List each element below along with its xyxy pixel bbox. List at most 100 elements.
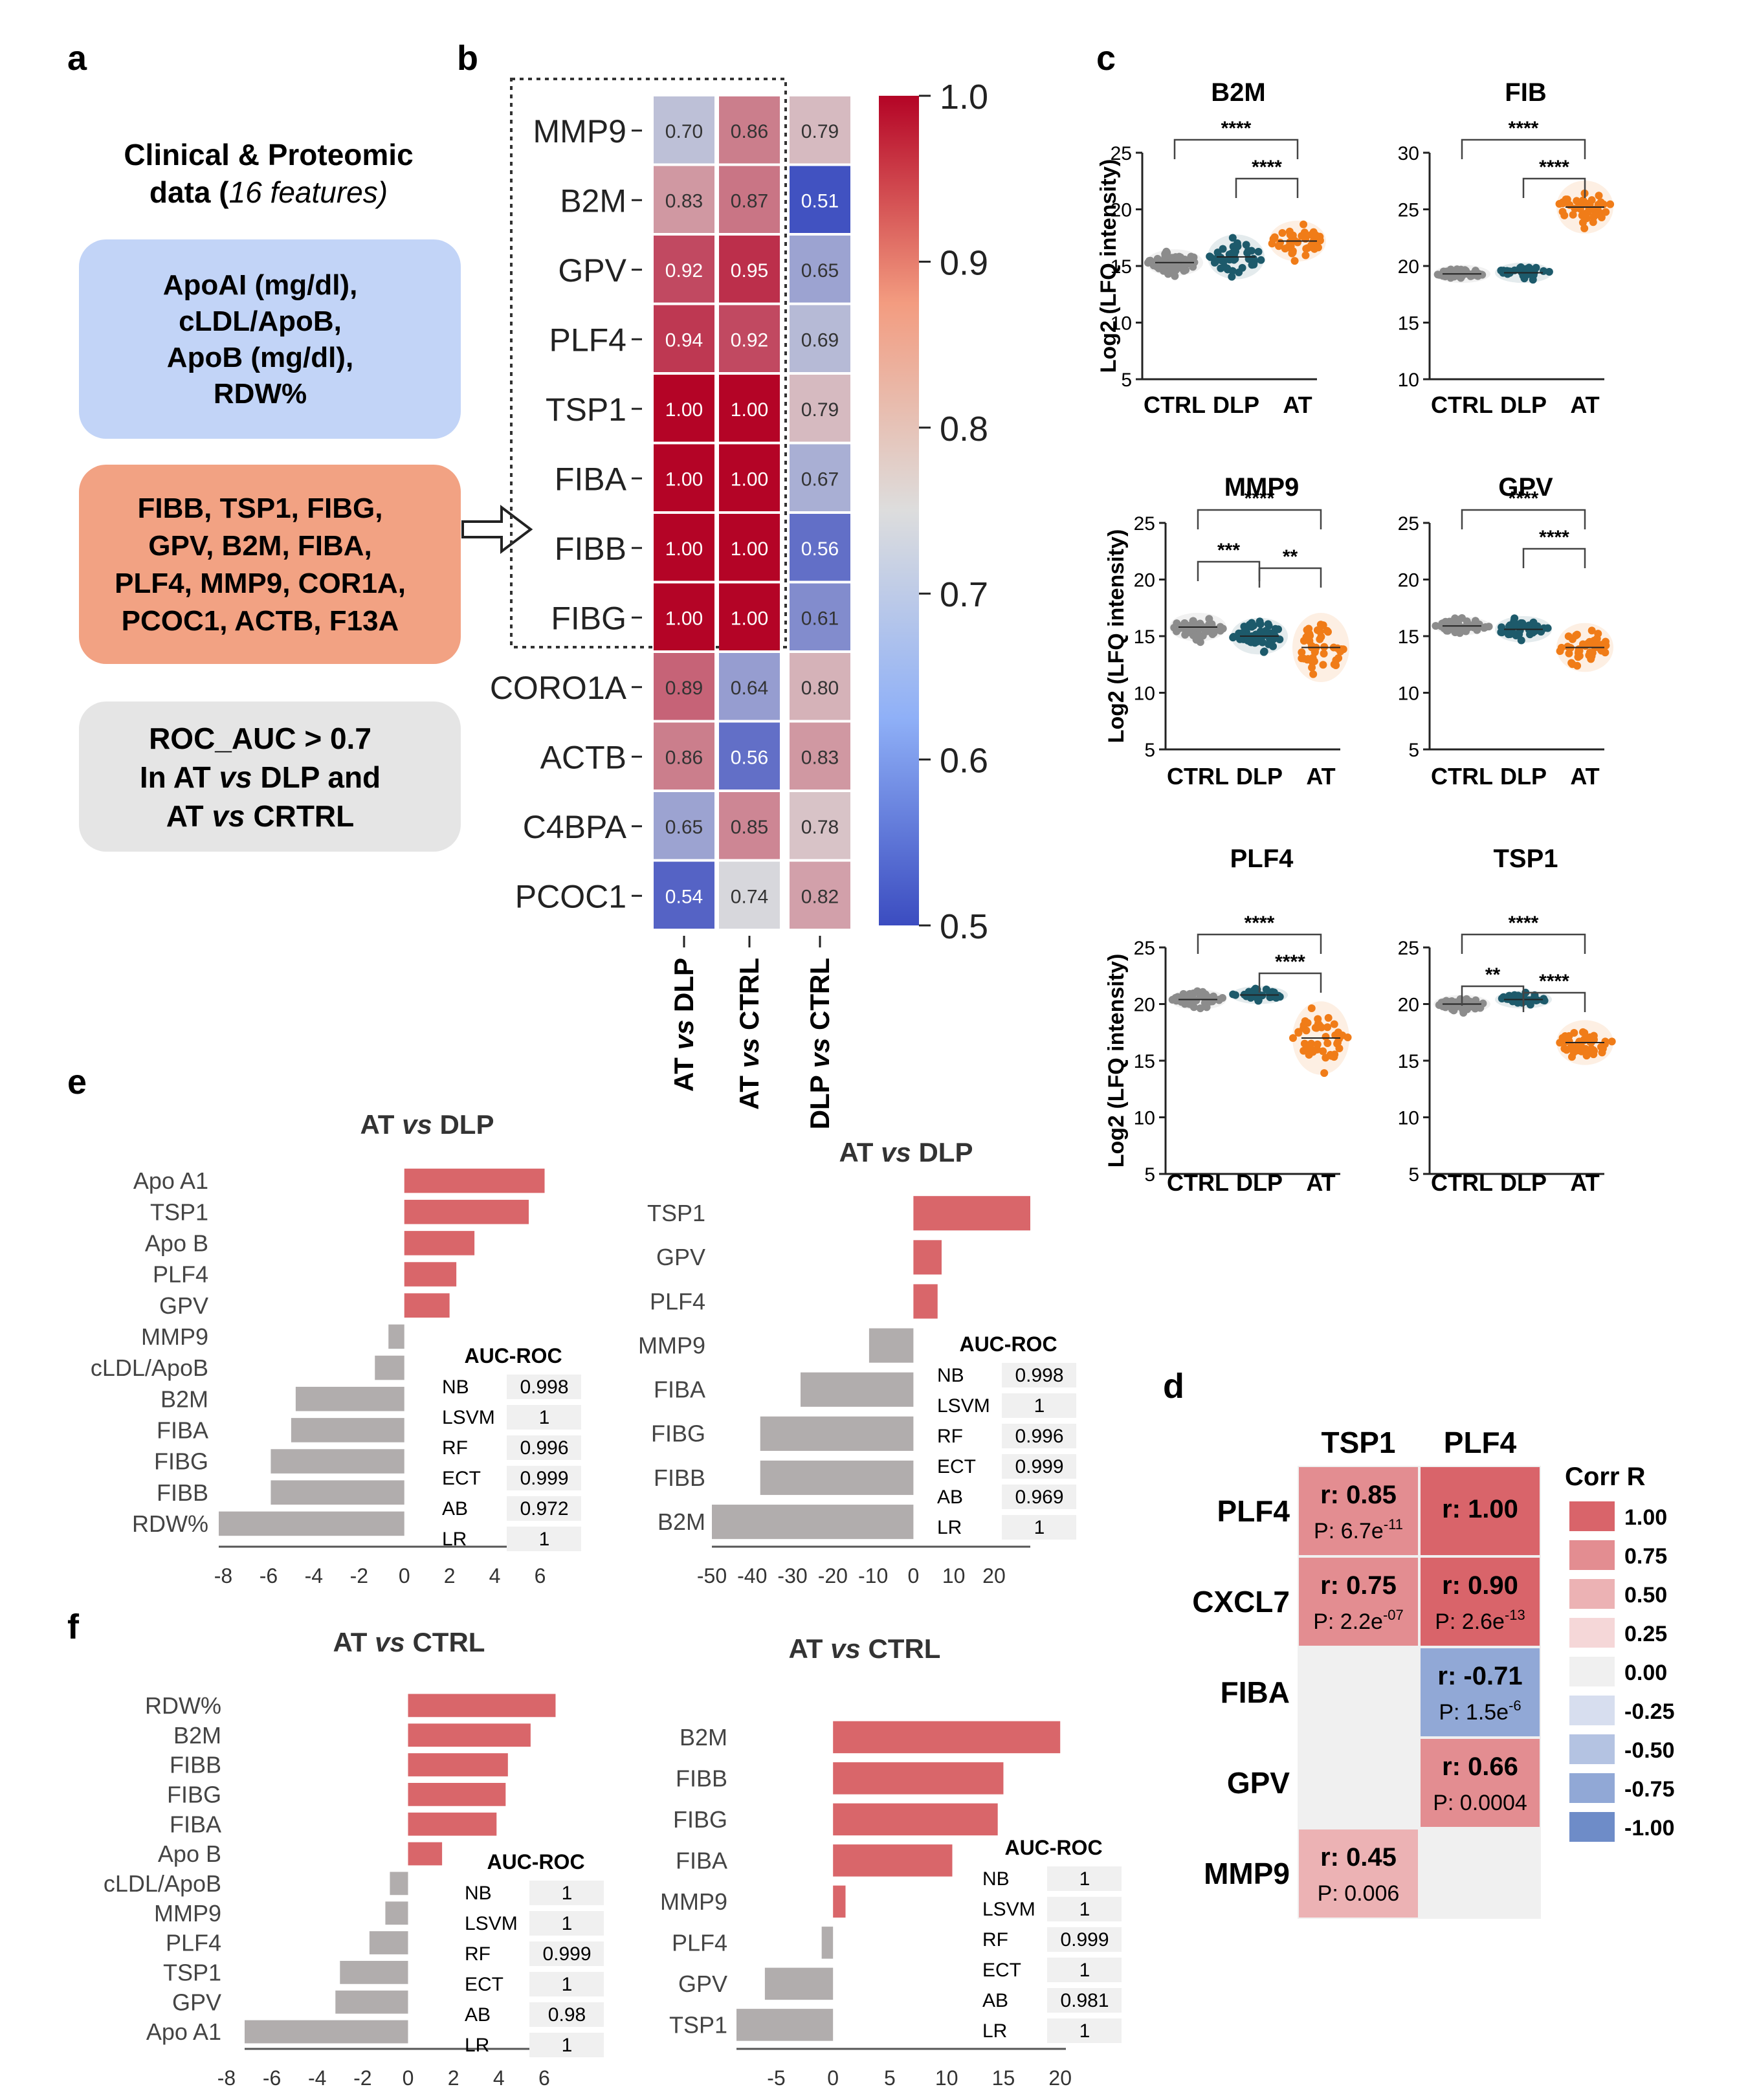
data-point (1308, 663, 1316, 672)
heatmap-cell (654, 514, 714, 581)
data-point (1332, 656, 1340, 665)
x-group-label: CTRL (1167, 1169, 1229, 1196)
bar (219, 1511, 404, 1536)
heatmap-cell (790, 166, 850, 233)
heatmap-cell (654, 96, 714, 164)
data-point (1242, 241, 1250, 249)
auc-model-value: 0.981 (1060, 1990, 1109, 2011)
y-tick-label: 15 (1398, 313, 1419, 335)
data-point (1319, 661, 1327, 669)
text-segment: vs (212, 799, 245, 833)
data-point (1290, 257, 1299, 265)
data-point (1520, 274, 1529, 283)
significance-label: **** (1509, 912, 1539, 934)
y-tick-label: 25 (1134, 938, 1155, 959)
legend-label: 0.50 (1624, 1583, 1667, 1608)
data-point (1316, 621, 1325, 629)
features-orange-line: PCOC1, ACTB, F13A (122, 605, 399, 637)
significance-label: **** (1221, 118, 1252, 139)
data-point (1306, 632, 1314, 640)
data-point (1337, 645, 1345, 654)
significance-bracket (1461, 933, 1586, 954)
x-group-label: DLP (1500, 763, 1547, 790)
heatmap-cell (790, 514, 850, 581)
bar (801, 1372, 914, 1407)
panel-d-correlation: TSP1 PLF4 PLF4 r: 0.85 P: 6.7e-11 r: 1.00 CXCL… (1192, 1426, 1675, 1919)
bar-category-label: TSP1 (647, 1200, 705, 1226)
data-point (1314, 243, 1322, 252)
x-group-label: DLP (1236, 763, 1283, 790)
data-point (1309, 228, 1318, 236)
auc-model-value: 0.969 (1015, 1487, 1063, 1508)
auc-model-label: RF (442, 1437, 468, 1459)
data-point (1588, 1048, 1597, 1057)
auc-model-label: LSVM (442, 1407, 495, 1428)
data-point (1593, 634, 1601, 643)
y-tick-label: 20 (1398, 256, 1419, 278)
bar (408, 1783, 506, 1806)
heatmap-cell (654, 861, 714, 929)
bar-category-label: RDW% (132, 1510, 208, 1537)
data-point (1575, 645, 1583, 654)
correlation-row-label: MMP9 (1204, 1857, 1290, 1890)
heatmap-value: 1.00 (665, 469, 703, 490)
auc-model-label: LSVM (465, 1913, 518, 1934)
data-point (1517, 263, 1525, 271)
auc-model-label: NB (442, 1376, 469, 1398)
panel-label-d: d (1163, 1367, 1184, 1406)
heatmap-value: 0.87 (731, 190, 768, 212)
heatmap-value: 0.67 (801, 469, 839, 490)
heatmap-cell (719, 653, 780, 720)
auc-value-bg (1002, 1515, 1076, 1540)
bar (404, 1199, 529, 1224)
x-tick-label: -20 (818, 1564, 848, 1587)
arrow-icon (461, 504, 533, 555)
significance-label: **** (1245, 488, 1275, 509)
data-point (1506, 624, 1514, 633)
bar (404, 1168, 545, 1193)
data-point (1274, 625, 1283, 634)
panel-b-heatmap: 0.70 0.86 0.79 0.83 0.87 0.51 0.92 0.95 0.65 0.94… (490, 78, 988, 1129)
auc-model-label: ECT (442, 1468, 481, 1489)
correlation-p-value: P: 6.7e-11 (1314, 1516, 1403, 1543)
x-tick-label: -5 (767, 2066, 785, 2090)
auc-model-label: LSVM (982, 1899, 1035, 1920)
correlation-cell (1299, 1558, 1418, 1646)
bar-category-label: FIBG (673, 1806, 727, 1833)
data-point (1589, 218, 1597, 227)
data-point (1440, 268, 1448, 276)
panel-a-title-line1: Clinical & Proteomic (124, 138, 413, 171)
x-group-label: CTRL (1167, 763, 1229, 790)
text-segment: AT (839, 1137, 881, 1167)
bar-category-label: Apo B (158, 1840, 221, 1867)
p-exponent: -11 (1384, 1516, 1403, 1532)
data-point (1320, 650, 1328, 658)
auc-model-label: NB (465, 1883, 492, 1904)
bar-category-label: FIBB (170, 1752, 221, 1778)
correlation-cell (1299, 1467, 1418, 1555)
data-point (1173, 627, 1181, 636)
correlation-r-value: r: 0.75 (1320, 1571, 1397, 1600)
data-point (1316, 635, 1324, 643)
auc-value-bg (529, 2033, 604, 2057)
text-segment: vs (669, 1020, 699, 1050)
x-tick-label: 15 (992, 2066, 1015, 2090)
panel-label-a: a (67, 39, 87, 78)
x-group-label: AT (1570, 392, 1599, 418)
bar-category-label: FIBA (676, 1847, 727, 1873)
data-point (1233, 242, 1241, 250)
data-point (1459, 1005, 1467, 1013)
data-point (1171, 272, 1179, 280)
bar-category-label: Apo B (145, 1230, 208, 1256)
significance-label: **** (1539, 971, 1569, 992)
features-blue-line: ApoB (mg/dl), (167, 342, 353, 373)
heatmap-row-label: PCOC1 (515, 878, 626, 914)
data-point (1571, 204, 1579, 213)
legend-label: 0.00 (1624, 1661, 1667, 1685)
bar (764, 1967, 834, 2000)
data-point (1508, 994, 1516, 1002)
correlation-column-label: PLF4 (1444, 1426, 1517, 1459)
text-segment: AT (734, 1068, 764, 1110)
significance-bracket (1197, 933, 1322, 954)
correlation-p-value: P: 0.0004 (1433, 1791, 1527, 1815)
